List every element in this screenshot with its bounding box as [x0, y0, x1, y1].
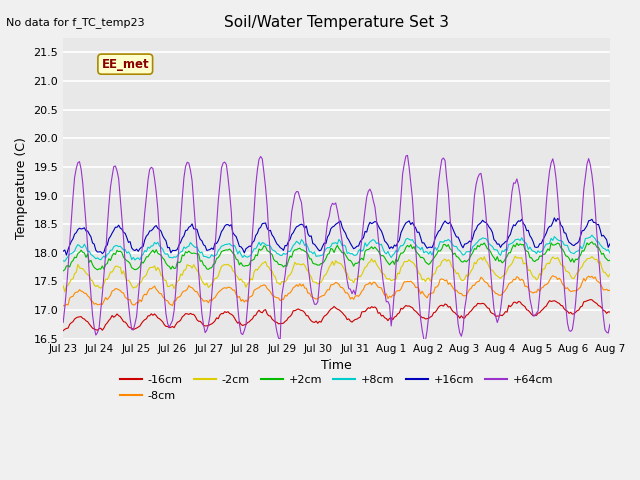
X-axis label: Time: Time: [321, 359, 352, 372]
Y-axis label: Temperature (C): Temperature (C): [15, 137, 28, 240]
Legend: -16cm, -8cm, -2cm, +2cm, +8cm, +16cm, +64cm: -16cm, -8cm, -2cm, +2cm, +8cm, +16cm, +6…: [115, 371, 557, 405]
Title: Soil/Water Temperature Set 3: Soil/Water Temperature Set 3: [224, 15, 449, 30]
Text: No data for f_TC_temp23: No data for f_TC_temp23: [6, 17, 145, 28]
Text: EE_met: EE_met: [101, 58, 149, 71]
